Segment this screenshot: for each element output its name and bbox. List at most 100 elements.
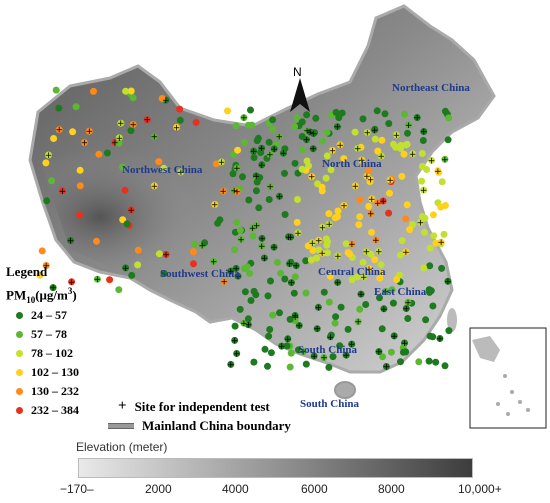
test-site-marker: +: [348, 340, 356, 350]
test-site-marker: +: [348, 240, 356, 250]
station-dot: [38, 247, 46, 255]
station-dot: [247, 106, 254, 114]
test-site-marker: +: [232, 264, 240, 274]
test-site-marker: +: [280, 149, 288, 159]
station-dot: [76, 182, 84, 190]
test-site-marker: +: [253, 222, 261, 232]
station-dot: [127, 127, 135, 135]
station-dot: [232, 122, 240, 130]
station-dot: [264, 292, 272, 300]
station-dot: [372, 236, 380, 244]
station-dot: [310, 352, 318, 360]
station-dot: [237, 235, 245, 243]
station-dot: [405, 121, 413, 129]
station-dot: [336, 342, 344, 350]
station-dot: [281, 145, 289, 153]
station-dot: [404, 298, 412, 306]
station-dot: [362, 301, 370, 308]
station-dot: [334, 278, 342, 286]
station-dot: [356, 196, 364, 204]
station-dot: [303, 157, 311, 165]
test-site-marker: +: [151, 182, 159, 192]
test-site-marker: +: [417, 219, 425, 229]
station-dot: [396, 251, 404, 259]
region-east-china: East China: [374, 286, 427, 298]
station-dot: [158, 95, 166, 102]
station-dot: [357, 290, 365, 298]
region-south-china: South China: [298, 344, 358, 356]
test-site-marker: +: [405, 121, 413, 131]
test-site-marker: +: [294, 229, 302, 239]
station-dot: [378, 325, 386, 333]
legend-class-5: 130 – 232: [16, 383, 79, 399]
station-dot: [227, 360, 235, 368]
station-dot: [363, 129, 371, 136]
station-dot: [231, 246, 239, 254]
station-dot: [281, 169, 288, 177]
test-site-marker: +: [371, 126, 379, 136]
test-site-marker: +: [309, 239, 317, 249]
station-dot: [143, 116, 151, 124]
station-dot: [291, 159, 299, 167]
test-site-marker: +: [315, 303, 323, 313]
legend-class-2: 57 – 78: [16, 326, 67, 342]
station-dot: [162, 250, 170, 258]
station-dot: [45, 151, 52, 159]
station-dot: [351, 128, 359, 136]
station-dot: [72, 103, 80, 111]
station-dot: [291, 273, 299, 281]
test-site-marker: +: [284, 335, 292, 345]
test-site-marker: +: [291, 312, 299, 322]
station-dot: [428, 156, 435, 164]
station-dot: [404, 129, 411, 137]
test-site-marker: +: [334, 278, 342, 288]
test-site-marker: +: [285, 233, 293, 243]
station-dot: [403, 140, 411, 148]
station-dot: [320, 288, 328, 296]
station-dot: [254, 134, 262, 142]
legend-class-6: 232 – 384: [16, 402, 79, 418]
station-dot: [250, 358, 258, 366]
station-dot: [257, 149, 265, 156]
station-dot: [42, 262, 50, 269]
station-dot: [325, 298, 333, 306]
station-dot: [123, 220, 131, 228]
test-site-marker: +: [233, 164, 241, 174]
test-site-marker: +: [59, 187, 67, 197]
test-site-marker: +: [177, 168, 185, 178]
test-site-marker: +: [368, 195, 376, 205]
region-northwest-china: Northwest China: [122, 164, 203, 176]
test-site-marker: +: [334, 252, 342, 262]
test-site-marker: +: [233, 188, 241, 198]
station-dot: [333, 123, 341, 131]
station-dot: [265, 332, 273, 340]
test-site-marker: +: [402, 248, 410, 258]
station-dot: [328, 146, 336, 154]
station-dot: [325, 220, 333, 228]
station-dot: [265, 138, 273, 146]
test-site-marker: +: [292, 262, 300, 272]
station-dot: [303, 111, 311, 119]
legend-range-1: 24 – 57: [31, 307, 67, 322]
test-site-marker: +: [94, 275, 102, 285]
test-site-marker: +: [275, 132, 283, 142]
station-dot: [277, 269, 285, 277]
station-dots: [36, 86, 453, 371]
test-site-marker: +: [375, 247, 383, 257]
station-dot: [426, 262, 434, 270]
test-site-marker: +: [250, 147, 258, 157]
station-dot: [134, 246, 142, 254]
station-dot: [290, 289, 298, 297]
station-dot: [400, 150, 408, 158]
test-site-marker: +: [219, 187, 227, 197]
station-dot: [429, 302, 437, 310]
station-dot: [231, 336, 239, 344]
station-dot: [377, 261, 385, 269]
test-site-marker: +: [258, 161, 266, 171]
station-dot: [375, 348, 383, 356]
station-dot: [434, 167, 442, 175]
station-dot: [115, 134, 123, 142]
station-dot: [402, 305, 410, 312]
station-dot: [227, 267, 235, 275]
test-site-marker: +: [129, 121, 137, 131]
